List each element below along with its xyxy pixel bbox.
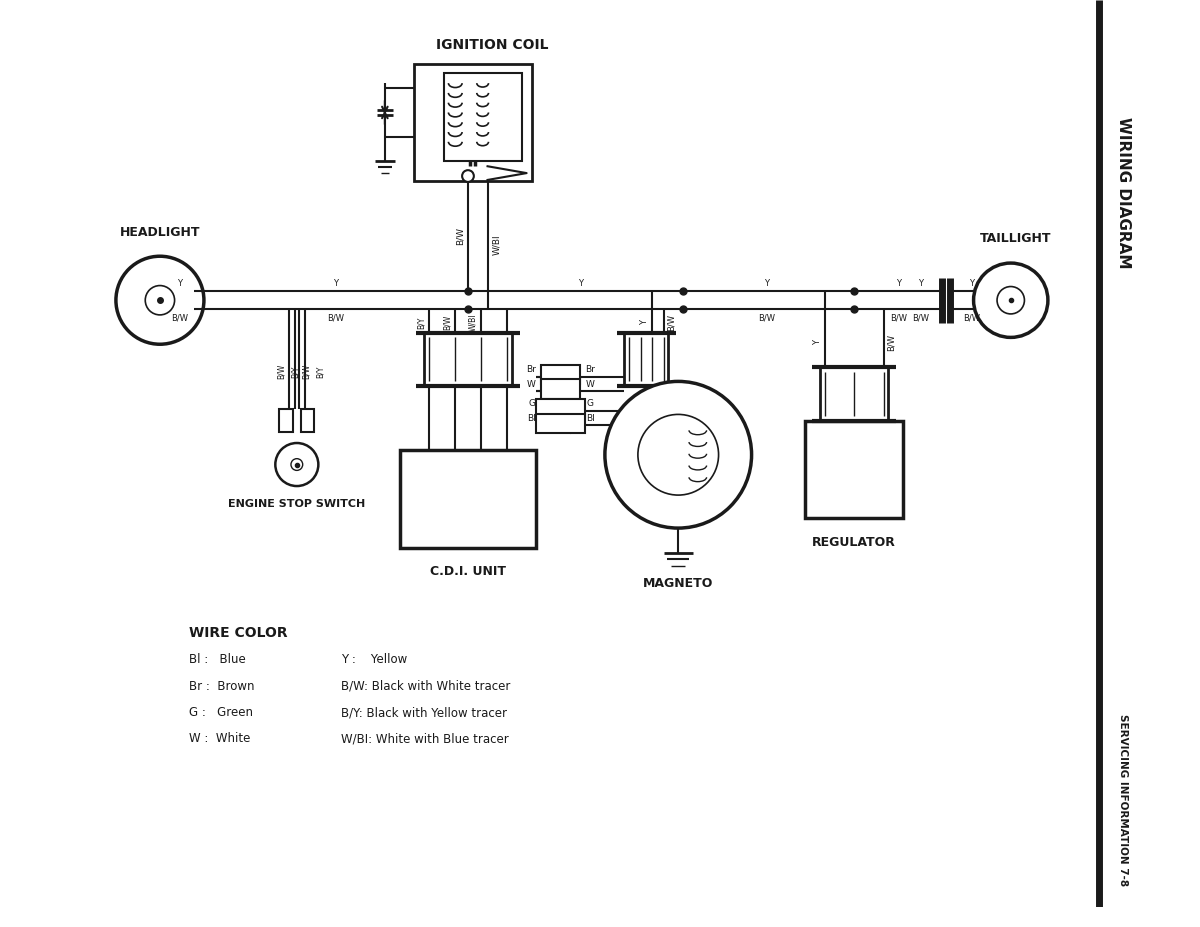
FancyBboxPatch shape	[414, 64, 532, 181]
Circle shape	[290, 459, 302, 470]
Text: HEADLIGHT: HEADLIGHT	[120, 225, 200, 238]
Text: B/W: B/W	[912, 313, 929, 323]
Circle shape	[275, 443, 318, 486]
Text: Y: Y	[334, 279, 338, 288]
Text: W/BI: W/BI	[492, 235, 500, 255]
FancyBboxPatch shape	[280, 409, 293, 432]
FancyBboxPatch shape	[820, 367, 888, 421]
Text: MAGNETO: MAGNETO	[643, 577, 714, 590]
FancyBboxPatch shape	[424, 333, 512, 387]
Circle shape	[997, 286, 1025, 314]
Text: B/W: B/W	[964, 313, 980, 323]
Text: Br: Br	[586, 365, 595, 375]
Text: SERVICING INFORMATION 7-8: SERVICING INFORMATION 7-8	[1118, 714, 1128, 886]
FancyBboxPatch shape	[400, 450, 536, 548]
Text: W: W	[527, 380, 536, 388]
Text: G: G	[587, 400, 594, 409]
Text: Y: Y	[578, 279, 583, 288]
Circle shape	[462, 171, 474, 182]
FancyBboxPatch shape	[541, 379, 581, 399]
Text: Y: Y	[895, 279, 901, 288]
Text: Y: Y	[640, 320, 649, 325]
Text: B/W: B/W	[328, 313, 344, 323]
Text: BI: BI	[586, 414, 594, 423]
Circle shape	[145, 286, 174, 315]
Text: BI: BI	[527, 414, 536, 423]
Text: B/W: B/W	[456, 227, 464, 245]
Text: B/Y: B/Y	[290, 365, 299, 378]
FancyBboxPatch shape	[301, 409, 314, 432]
Text: Br :  Brown: Br : Brown	[190, 679, 254, 692]
Circle shape	[973, 263, 1048, 337]
Text: Y :    Yellow: Y : Yellow	[341, 654, 407, 667]
Text: G :   Green: G : Green	[190, 706, 253, 719]
Text: B/W: B/W	[887, 334, 896, 350]
Text: W: W	[586, 380, 595, 388]
Text: REGULATOR: REGULATOR	[812, 536, 896, 549]
Text: WIRE COLOR: WIRE COLOR	[190, 626, 288, 640]
FancyBboxPatch shape	[624, 333, 668, 387]
Circle shape	[116, 256, 204, 344]
Text: ENGINE STOP SWITCH: ENGINE STOP SWITCH	[228, 499, 366, 509]
Text: B/W: B/W	[302, 364, 311, 379]
Text: Y: Y	[176, 279, 182, 288]
FancyBboxPatch shape	[444, 73, 522, 161]
Text: B/Y: B/Y	[416, 316, 426, 329]
Text: Y: Y	[763, 279, 769, 288]
Text: Y: Y	[918, 279, 923, 288]
Text: W/BI: W/BI	[469, 314, 478, 332]
Text: B/Y: B/Y	[316, 365, 325, 378]
Text: B/W: B/W	[757, 313, 775, 323]
Text: B/W: Black with White tracer: B/W: Black with White tracer	[341, 679, 510, 692]
Text: W/BI: White with Blue tracer: W/BI: White with Blue tracer	[341, 732, 509, 745]
Text: B/W: B/W	[667, 314, 676, 331]
Text: Y: Y	[970, 279, 974, 288]
Text: B/Y: Black with Yellow tracer: B/Y: Black with Yellow tracer	[341, 706, 506, 719]
Circle shape	[638, 414, 719, 495]
Text: B/W: B/W	[170, 313, 188, 323]
Circle shape	[605, 381, 751, 528]
FancyBboxPatch shape	[805, 421, 904, 518]
Text: IGNITION COIL: IGNITION COIL	[436, 38, 548, 52]
Text: Y: Y	[812, 340, 822, 345]
Text: C.D.I. UNIT: C.D.I. UNIT	[430, 565, 506, 578]
Text: Bl :   Blue: Bl : Blue	[190, 654, 246, 667]
Text: Br: Br	[527, 365, 536, 375]
Text: B/W: B/W	[277, 364, 286, 379]
Text: TAILLIGHT: TAILLIGHT	[980, 233, 1051, 246]
Text: B/W: B/W	[443, 315, 451, 330]
FancyBboxPatch shape	[536, 399, 586, 419]
FancyBboxPatch shape	[541, 365, 581, 385]
Text: B/W: B/W	[889, 313, 907, 323]
FancyBboxPatch shape	[536, 413, 586, 433]
Text: G: G	[528, 400, 535, 409]
Text: W :  White: W : White	[190, 732, 251, 745]
Text: WIRING DIAGRAM: WIRING DIAGRAM	[1116, 118, 1130, 269]
